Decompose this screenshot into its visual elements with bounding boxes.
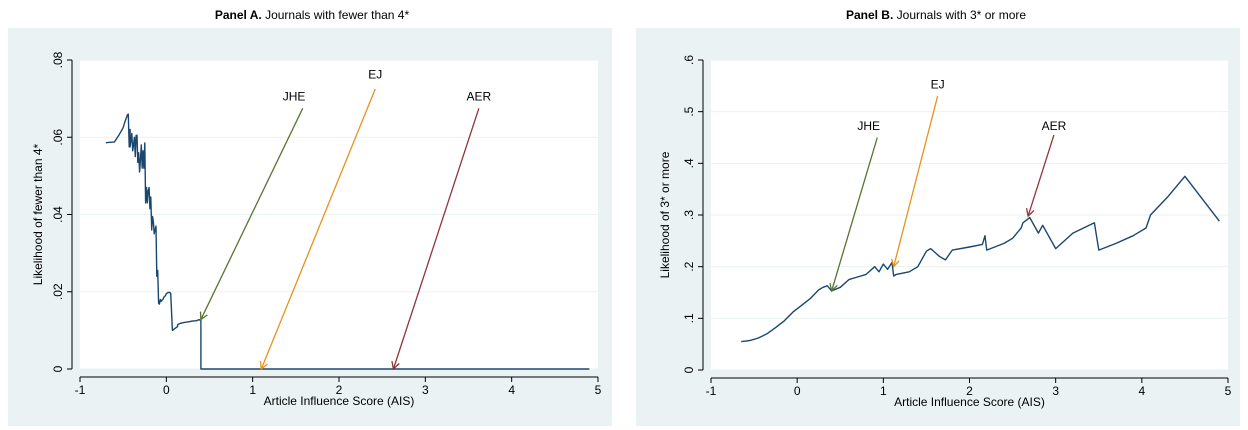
panel-a-ytick-label: .08 — [51, 51, 65, 68]
panel-b-arrow-ej — [893, 96, 939, 267]
panel-a-xtick-label: 4 — [508, 383, 515, 397]
panel-b-ytick-label: .6 — [682, 55, 696, 65]
panel-a-ytick-label: .02 — [51, 283, 65, 300]
panel-a-y-axis-label: Likelihood of fewer than 4* — [31, 143, 45, 285]
panel-a-arrowhead-aer — [391, 361, 400, 371]
panel-b-xtick-label: 2 — [966, 384, 973, 398]
panel-a-xtick-label: -1 — [75, 383, 86, 397]
panel-a-xtick-label: 2 — [336, 383, 343, 397]
panel-a-xtick-label: 3 — [422, 383, 429, 397]
panel-a-arrow-ej — [260, 88, 376, 370]
panel-a-arrow-aer — [392, 108, 480, 370]
panel-b-arrow-aer — [1027, 134, 1055, 217]
panel-b-ytick-label: .4 — [682, 158, 696, 168]
panel-b-xtick-label: 4 — [1138, 384, 1145, 398]
panel-a-ytick-label: .04 — [51, 206, 65, 223]
panel-b-xtick-label: 5 — [1225, 384, 1232, 398]
panel-a-annotation-ej: EJ — [368, 68, 382, 82]
panel-a-annotation-jhe: JHE — [283, 90, 306, 104]
panel-b-ytick-label: .2 — [682, 261, 696, 271]
panel-b-series-line — [741, 175, 1220, 343]
panel-a-ytick-label: 0 — [51, 365, 65, 372]
panel-b-ytick-label: 0 — [682, 366, 696, 373]
panel-a-series-line — [105, 113, 590, 370]
panel-a-xtick-label: 1 — [249, 383, 256, 397]
panel-a-annotation-aer: AER — [467, 90, 492, 104]
panel-b-annotation-aer: AER — [1042, 119, 1067, 133]
panel-b-annotation-jhe: JHE — [857, 119, 880, 133]
panel-a-ytick-label: .06 — [51, 129, 65, 146]
panel-a-arrowhead-jhe — [199, 311, 208, 321]
panel-a-arrow-jhe — [200, 107, 304, 320]
panel-b-prefix: Panel B. — [845, 8, 894, 22]
panel-a-chart: 0 .02 .04 .06 .08 -1 0 1 2 3 4 5 Article Influence S… — [8, 28, 612, 426]
panel-a-caption: Journals with fewer than 4* — [261, 8, 410, 22]
panel-b-ytick-label: .1 — [682, 313, 696, 323]
panel-b-arrowhead-jhe — [829, 282, 838, 293]
panel-a-title: Panel A. Journals with fewer than 4* — [0, 8, 624, 22]
panel-a-xtick-label: 5 — [595, 383, 602, 397]
panel-a-xtick-label: 0 — [163, 383, 170, 397]
panel-b-xtick-label: 1 — [880, 384, 887, 398]
panel-b-y-axis-label: Likelihood of 3* or more — [658, 151, 672, 278]
panel-a-prefix: Panel A. — [214, 8, 262, 22]
panel-b-arrowhead-ej — [891, 258, 900, 268]
panel-b-chart: 0 .1 .2 .3 .4 .5 .6 -1 0 1 2 3 4 5 Article Influence S… — [636, 28, 1240, 426]
panel-b-annotation-ej: EJ — [931, 77, 945, 91]
panel-b-ytick-label: .5 — [682, 106, 696, 116]
panel-b-xtick-label: 3 — [1052, 384, 1059, 398]
panel-b-ytick-label: .3 — [682, 210, 696, 220]
panel-b-caption: Journals with 3* or more — [893, 8, 1027, 22]
panel-b-title: Panel B. Journals with 3* or more — [624, 8, 1248, 22]
panel-b-xtick-label: -1 — [706, 384, 717, 398]
panel-b-x-axis-label: Article Influence Score (AIS) — [894, 395, 1045, 409]
panel-a-x-axis-label: Article Influence Score (AIS) — [264, 394, 415, 408]
panel-b-arrowhead-aer — [1025, 208, 1035, 218]
panel-b-arrow-jhe — [831, 137, 878, 292]
panel-b-xtick-label: 0 — [794, 384, 801, 398]
panel-a-arrowhead-ej — [259, 360, 268, 371]
